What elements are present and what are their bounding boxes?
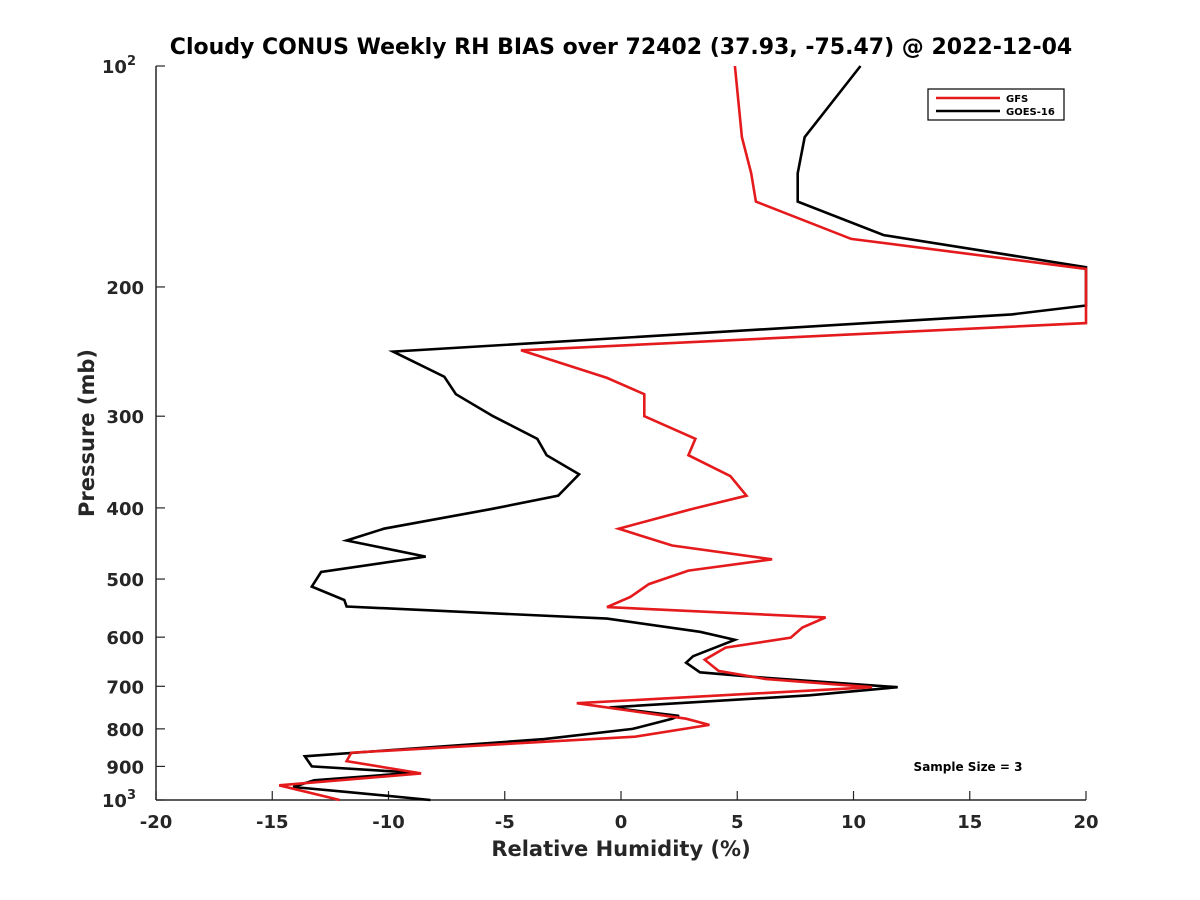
sample-size-annotation: Sample Size = 3 (914, 760, 1023, 774)
x-tick-label: 15 (957, 812, 982, 833)
legend-label: GFS (1006, 94, 1028, 105)
legend-label: GOES-16 (1006, 107, 1055, 118)
y-tick-label: 700 (106, 677, 144, 698)
x-tick-label: 10 (841, 812, 866, 833)
y-tick-label: 600 (106, 628, 144, 649)
x-axis-label: Relative Humidity (%) (491, 837, 750, 861)
chart-title: Cloudy CONUS Weekly RH BIAS over 72402 (… (170, 35, 1072, 60)
y-tick-label: 300 (106, 407, 144, 428)
y-tick-label: 400 (106, 499, 144, 520)
legend-box (927, 88, 1065, 121)
x-tick-label: -10 (372, 812, 405, 833)
legend: GFS GOES-16 (927, 88, 1065, 121)
series-layer (278, 65, 1088, 802)
y-tick-label: 200 (106, 278, 144, 299)
x-tick-label: 0 (615, 812, 628, 833)
x-tick-label: 5 (731, 812, 744, 833)
y-tick-label: 103 (102, 788, 136, 812)
series-line-gfs (278, 65, 1088, 802)
y-tick-label: 800 (106, 720, 144, 741)
y-tick-label: 500 (106, 570, 144, 591)
x-tick-label: 20 (1073, 812, 1098, 833)
y-tick-label: 900 (106, 757, 144, 778)
series-line-goes-16 (292, 65, 1088, 802)
y-tick-label: 102 (102, 54, 136, 78)
x-tick-label: -20 (140, 812, 173, 833)
axes: -20 -15 -10 -5 0 5 10 15 20 102 200 300 400 500 600 700… (102, 54, 1099, 833)
y-axis-label: Pressure (mb) (75, 349, 99, 517)
x-tick-label: -5 (495, 812, 515, 833)
x-tick-label: -15 (256, 812, 289, 833)
